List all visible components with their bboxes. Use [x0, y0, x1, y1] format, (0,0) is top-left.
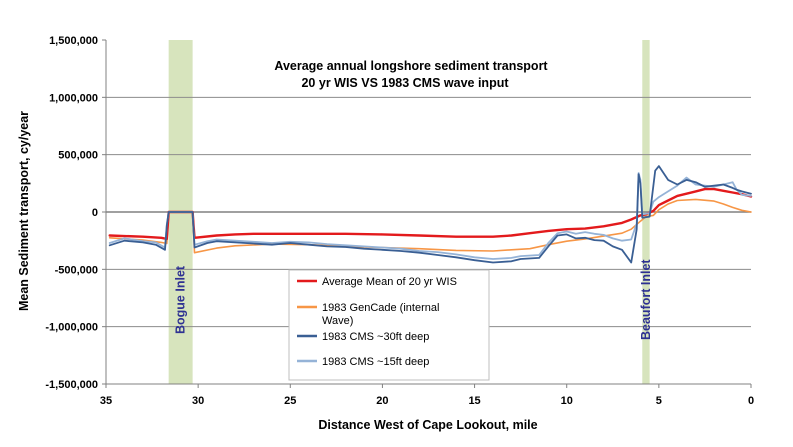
- x-tick-label-2: 25: [284, 395, 296, 407]
- y-tick-label-1: 1,000,000: [49, 92, 98, 104]
- y-tick-label-2: 500,000: [58, 150, 98, 162]
- y-tick-label-5: -1,000,000: [45, 322, 98, 334]
- series-line-3: [108, 172, 752, 260]
- legend: Average Mean of 20 yr WIS 1983 GenCade (i…: [288, 269, 490, 381]
- x-tick-label-3: 20: [376, 395, 388, 407]
- x-axis-title: Distance West of Cape Lookout, mile: [318, 418, 537, 432]
- legend-label-1: 1983 GenCade (internal Wave): [322, 302, 439, 327]
- legend-label-2: 1983 CMS ~30ft deep: [322, 331, 429, 343]
- y-tick-label-3: 0: [92, 207, 98, 219]
- y-axis-title: Mean Sediment transport, cy/year: [17, 111, 31, 311]
- inlet-label-0: Bogue Inlet: [174, 265, 188, 334]
- chart-title-line-1: Average annual longshore sediment transp…: [274, 59, 548, 73]
- axes: 1,500,000 1,000,000 500,000 0 -500,000 -1,000…: [45, 35, 754, 407]
- x-tick-label-6: 5: [656, 395, 662, 407]
- y-tick-label-6: -1,500,000: [45, 379, 98, 391]
- x-tick-label-5: 10: [561, 395, 573, 407]
- x-tick-label-4: 15: [468, 395, 480, 407]
- y-tick-label-4: -500,000: [55, 264, 98, 276]
- x-tick-label-1: 30: [192, 395, 204, 407]
- x-tick-label-0: 35: [100, 395, 112, 407]
- series-line-0: [108, 187, 753, 241]
- y-tick-label-0: 1,500,000: [49, 35, 98, 47]
- series-line-2: [108, 165, 752, 264]
- data-series: [108, 165, 753, 264]
- gridlines: [106, 96, 751, 328]
- chart-title-block: Average annual longshore sediment transp…: [274, 59, 548, 90]
- legend-label-3: 1983 CMS ~15ft deep: [322, 356, 429, 368]
- inlet-labels: Bogue Inlet Beaufort Inlet: [174, 259, 653, 340]
- legend-box: [288, 269, 490, 381]
- chart-title-line-2: 20 yr WIS VS 1983 CMS wave input: [301, 76, 509, 90]
- legend-label-0: Average Mean of 20 yr WIS: [322, 276, 457, 288]
- inlet-label-1: Beaufort Inlet: [639, 259, 653, 340]
- x-tick-label-7: 0: [748, 395, 754, 407]
